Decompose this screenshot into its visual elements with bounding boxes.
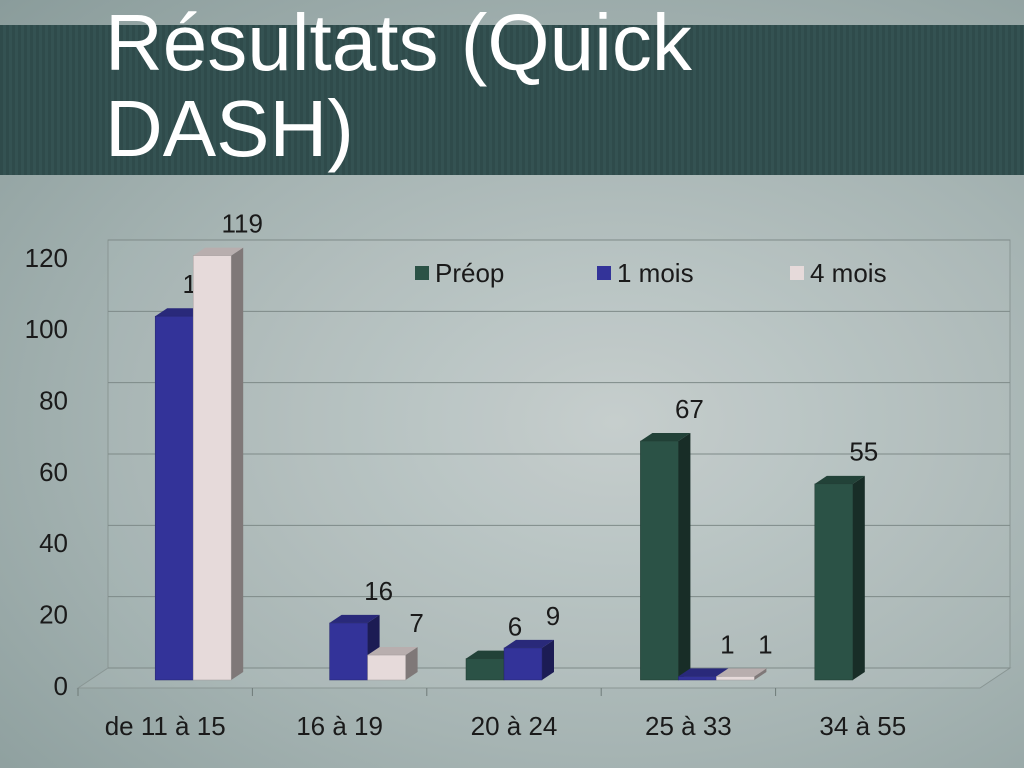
data-label: 9 (546, 601, 560, 631)
legend-swatch (597, 266, 611, 280)
bar-top (640, 433, 691, 442)
y-tick-label: 20 (39, 600, 68, 630)
data-label: 1 (758, 629, 772, 659)
y-tick-label: 100 (25, 314, 68, 344)
bar-top (716, 668, 767, 677)
data-label: 67 (675, 394, 704, 424)
legend-label: 1 mois (617, 258, 694, 288)
y-tick-label: 60 (39, 457, 68, 487)
y-tick-label: 80 (39, 386, 68, 416)
bar-top (329, 614, 380, 623)
bar (503, 647, 543, 681)
x-tick-label: 25 à 33 (645, 711, 732, 741)
bar-top (155, 308, 206, 317)
bar-side (754, 668, 767, 680)
bar-side (678, 433, 691, 680)
data-label: 1 (720, 629, 734, 659)
bar (192, 255, 232, 681)
chart-title: Résultats (Quick DASH) (105, 0, 692, 173)
bar (678, 676, 717, 681)
legend-swatch (790, 266, 804, 280)
y-tick-label: 40 (39, 528, 68, 558)
bar-top (466, 650, 516, 659)
legend-swatch (415, 266, 429, 280)
x-tick-label: 16 à 19 (296, 711, 383, 741)
bar-side (405, 647, 418, 680)
bar (154, 315, 194, 681)
title-band (0, 25, 1024, 175)
bar-side (231, 247, 244, 681)
x-tick-label: 20 à 24 (471, 711, 558, 741)
legend-label: Préop (435, 258, 504, 288)
bar-top (367, 647, 418, 656)
data-label: 16 (364, 576, 393, 606)
legend-label: 4 mois (810, 258, 887, 288)
x-tick-label: de 11 à 15 (105, 711, 226, 741)
bar (640, 440, 679, 681)
y-tick-label: 120 (25, 243, 68, 273)
bar (814, 483, 854, 681)
bar-top (678, 668, 729, 677)
x-tick-label: 34 à 55 (819, 711, 906, 741)
data-label: 7 (409, 608, 423, 638)
bar (716, 676, 755, 681)
bar-side (852, 475, 865, 680)
data-label: 55 (849, 437, 878, 467)
data-label: 6 (508, 611, 522, 641)
bar-side (542, 639, 554, 680)
data-label: 119 (221, 208, 262, 238)
bar (367, 654, 406, 681)
bar (465, 658, 505, 681)
y-tick-label: 0 (54, 671, 68, 701)
bar-top (504, 639, 554, 648)
bar-top (814, 475, 865, 484)
bar-top (193, 247, 244, 256)
bar (329, 622, 368, 681)
